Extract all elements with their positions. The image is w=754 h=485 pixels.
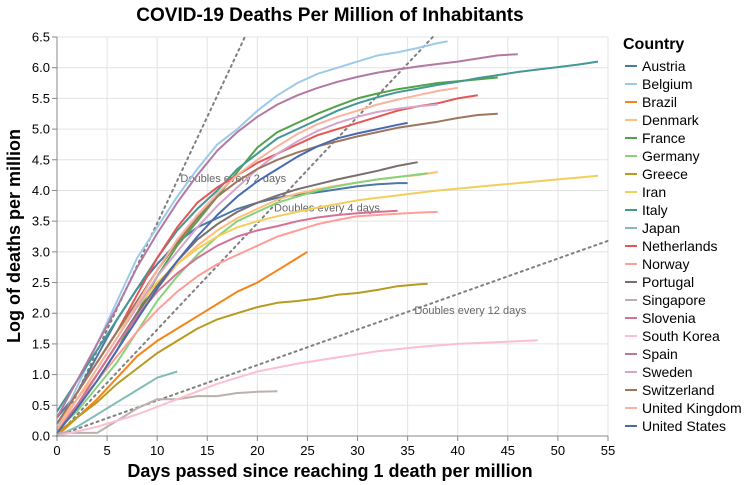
series-line-south-korea — [56, 339, 538, 437]
reference-line — [56, 36, 246, 437]
x-tick-label: 50 — [551, 443, 565, 458]
axes: 0 5 10 15 20 25 30 35 40 45 50 55 0.0 0.5 1.0 1.5 2.0 2.5… — [32, 30, 615, 459]
legend-label: Spain — [642, 346, 678, 362]
legend-label: Denmark — [642, 112, 700, 128]
x-tick-label: 10 — [150, 443, 164, 458]
series-line-norway — [56, 210, 438, 431]
y-tick-label: 1.0 — [32, 367, 50, 382]
legend-label: Greece — [642, 166, 688, 182]
series-line-united-kingdom — [56, 86, 458, 431]
y-tick-label: 2.5 — [32, 275, 50, 290]
series-line-slovenia — [56, 209, 398, 434]
x-tick-label: 45 — [501, 443, 515, 458]
grid — [56, 36, 609, 437]
series-line-singapore — [57, 390, 278, 434]
series-line-brazil — [56, 250, 309, 437]
series-line-austria — [56, 182, 408, 419]
y-tick-label: 4.5 — [32, 152, 50, 167]
legend-label: Iran — [642, 184, 666, 200]
series-line-greece — [56, 282, 428, 434]
legend-title: Country — [623, 36, 684, 53]
legend-label: Brazil — [642, 94, 677, 110]
legend-label: Germany — [642, 148, 700, 164]
x-tick-label: 5 — [103, 443, 110, 458]
legend-label: Belgium — [642, 76, 693, 92]
x-tick-label: 55 — [601, 443, 615, 458]
y-axis-title: Log of deaths per million — [4, 129, 24, 343]
legend-label: Norway — [642, 256, 689, 272]
y-tick-label: 4.0 — [32, 183, 50, 198]
y-tick-label: 2.0 — [32, 306, 50, 321]
series-lines — [56, 40, 599, 437]
series-line-belgium — [56, 40, 448, 431]
y-tick-label: 6.5 — [32, 30, 50, 45]
legend-label: Singapore — [642, 292, 706, 308]
x-axis-title: Days passed since reaching 1 death per m… — [127, 461, 532, 481]
legend-label: Portugal — [642, 274, 694, 290]
series-line-iran — [56, 174, 599, 425]
x-tick-label: 20 — [250, 443, 264, 458]
series-line-italy — [56, 60, 599, 412]
y-tick-label: 5.5 — [32, 91, 50, 106]
legend-label: Slovenia — [642, 310, 696, 326]
y-tick-label: 3.5 — [32, 214, 50, 229]
y-tick-label: 3.0 — [32, 244, 50, 259]
series-line-germany — [56, 172, 428, 431]
y-tick-label: 0.5 — [32, 398, 50, 413]
y-tick-label: 0.0 — [32, 429, 50, 444]
legend-label: United Kingdom — [642, 400, 742, 416]
series-line-france — [56, 76, 498, 431]
legend-label: United States — [642, 418, 726, 434]
legend-label: France — [642, 130, 686, 146]
legend-label: Italy — [642, 202, 668, 218]
series-line-spain — [56, 53, 518, 419]
reference-line-label: Doubles every 12 days — [414, 305, 526, 317]
series-line-united-states — [56, 121, 408, 434]
legend-label: Sweden — [642, 364, 693, 380]
y-tick-label: 5.0 — [32, 122, 50, 137]
x-tick-label: 30 — [350, 443, 364, 458]
chart-title: COVID-19 Deaths Per Million of Inhabitan… — [136, 5, 523, 26]
series-line-japan — [56, 370, 178, 437]
x-tick-label: 35 — [400, 443, 414, 458]
legend-label: Switzerland — [642, 382, 714, 398]
x-tick-label: 25 — [300, 443, 314, 458]
y-tick-label: 6.0 — [32, 60, 50, 75]
legend: Austria Belgium Brazil Denmark France Germany… — [625, 58, 742, 434]
x-tick-label: 40 — [450, 443, 464, 458]
legend-label: Austria — [642, 58, 686, 74]
series-line-switzerland — [56, 112, 498, 425]
legend-label: South Korea — [642, 328, 720, 344]
reference-line — [56, 36, 434, 437]
legend-label: Japan — [642, 220, 680, 236]
legend-label: Netherlands — [642, 238, 718, 254]
y-tick-label: 1.5 — [32, 336, 50, 351]
x-tick-label: 0 — [53, 443, 60, 458]
x-tick-label: 15 — [200, 443, 214, 458]
